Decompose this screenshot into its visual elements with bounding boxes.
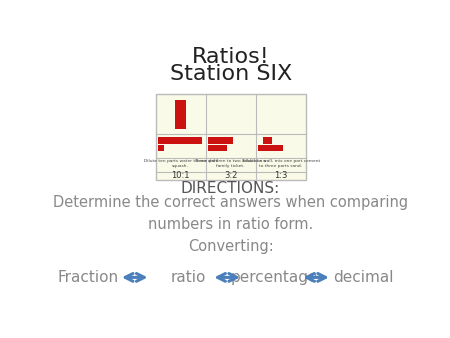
FancyBboxPatch shape: [175, 100, 186, 128]
Text: percentage: percentage: [230, 270, 318, 285]
Text: ratio: ratio: [171, 270, 207, 285]
Text: decimal: decimal: [333, 270, 393, 285]
Text: To build a wall, mix one part cement
to three parts sand.: To build a wall, mix one part cement to …: [241, 159, 320, 168]
FancyBboxPatch shape: [158, 145, 164, 151]
Text: Dilute ten parts water to one part
squash.: Dilute ten parts water to one part squas…: [144, 159, 217, 168]
FancyBboxPatch shape: [208, 137, 234, 144]
FancyBboxPatch shape: [208, 145, 227, 151]
Text: 3:2: 3:2: [224, 171, 237, 180]
Text: Station SIX: Station SIX: [170, 65, 292, 84]
Text: Fraction: Fraction: [57, 270, 118, 285]
Text: 10:1: 10:1: [171, 171, 190, 180]
FancyBboxPatch shape: [158, 137, 202, 144]
Text: 1:3: 1:3: [274, 171, 287, 180]
FancyBboxPatch shape: [156, 94, 306, 180]
Text: Determine the correct answers when comparing
numbers in ratio form.: Determine the correct answers when compa…: [53, 195, 408, 232]
FancyBboxPatch shape: [263, 137, 272, 144]
Text: Three children to two adults on a
family ticket.: Three children to two adults on a family…: [194, 159, 267, 168]
Text: Ratios!: Ratios!: [192, 47, 270, 68]
Text: DIRECTIONS:: DIRECTIONS:: [181, 181, 280, 196]
FancyBboxPatch shape: [258, 145, 284, 151]
Text: Converting:: Converting:: [188, 239, 274, 254]
